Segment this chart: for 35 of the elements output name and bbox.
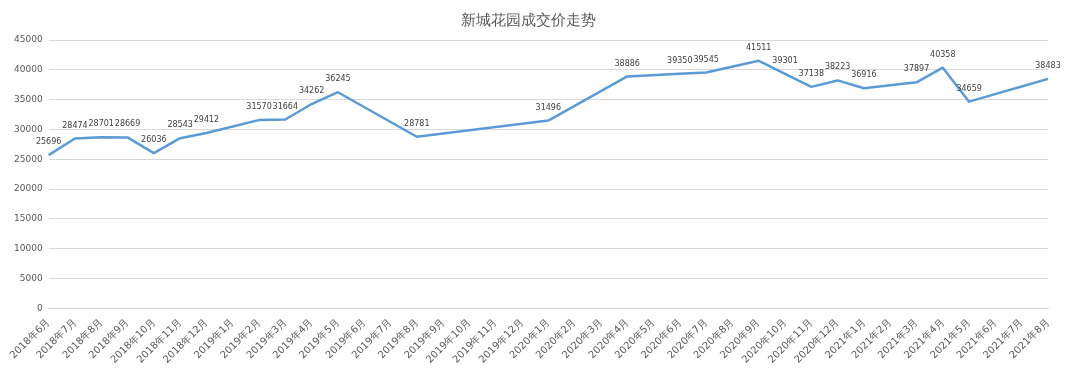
y-tick-label: 40000 — [13, 64, 43, 75]
data-label: 28701 — [88, 119, 114, 129]
y-tick-label: 30000 — [13, 123, 43, 134]
data-label: 36245 — [325, 74, 351, 84]
y-tick-label: 45000 — [13, 34, 43, 45]
data-label: 26036 — [141, 135, 167, 145]
data-label: 39545 — [693, 54, 719, 64]
y-tick-label: 15000 — [13, 213, 43, 224]
y-tick-label: 35000 — [13, 93, 43, 104]
y-tick-label: 25000 — [13, 153, 43, 164]
data-label: 37138 — [798, 68, 825, 78]
data-label: 31570 — [246, 102, 272, 112]
data-label: 28543 — [167, 120, 193, 130]
data-label: 38483 — [1035, 60, 1061, 70]
data-label: 37897 — [903, 64, 930, 74]
data-label: 36916 — [851, 70, 877, 80]
data-label: 38223 — [824, 62, 851, 72]
data-label: 34262 — [298, 86, 325, 96]
data-label: 28669 — [114, 119, 141, 129]
y-tick-label: 20000 — [13, 183, 43, 194]
data-label: 39350 — [667, 55, 693, 65]
data-label: 41511 — [745, 42, 772, 52]
chart-title: 新城花园成交价走势 — [460, 10, 596, 29]
data-label: 39301 — [772, 56, 798, 66]
data-label: 38886 — [614, 58, 640, 68]
data-label: 25696 — [35, 137, 62, 147]
data-label: 31496 — [535, 102, 562, 112]
data-label: 31664 — [272, 101, 299, 111]
y-tick-label: 10000 — [13, 243, 43, 254]
data-label: 28474 — [62, 120, 88, 130]
data-label: 29412 — [193, 115, 220, 125]
data-label: 28781 — [404, 118, 430, 128]
y-tick-label: 0 — [36, 302, 43, 313]
y-tick-label: 5000 — [19, 272, 43, 283]
data-label: 40358 — [930, 49, 956, 59]
